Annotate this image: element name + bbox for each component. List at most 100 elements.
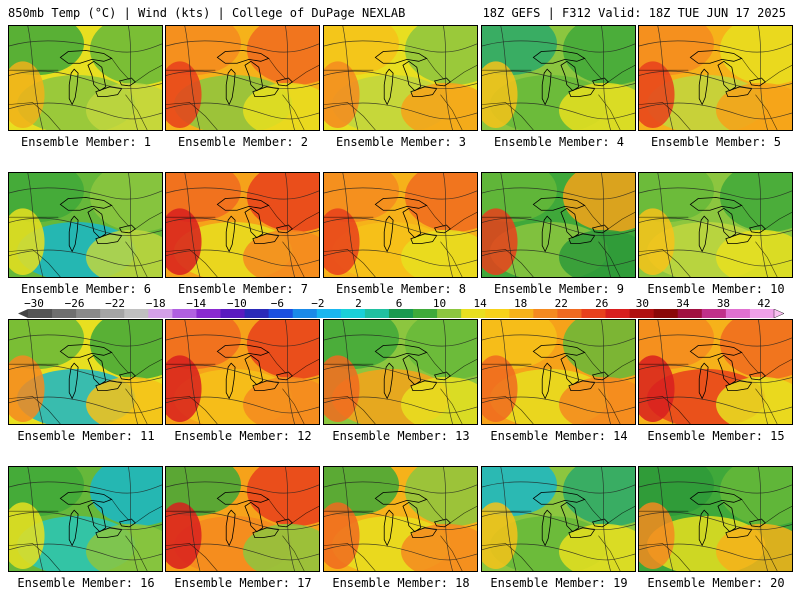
temperature-field-map: [166, 320, 319, 424]
wind-contour: [324, 249, 477, 267]
ensemble-member-label: Ensemble Member: 10: [647, 282, 785, 296]
great-lakes-outline: [275, 518, 293, 528]
wind-contour: [324, 40, 477, 53]
colorbar-swatch: [268, 309, 294, 318]
map-panel-6: [8, 172, 163, 278]
wind-contour: [9, 334, 162, 347]
colorbar-swatch: [413, 309, 438, 318]
colorbar-swatch: [461, 309, 486, 318]
state-borders: [166, 205, 319, 277]
wind-contour: [324, 334, 477, 347]
wind-contour: [128, 173, 139, 277]
wind-contour: [758, 320, 769, 424]
wind-contour: [639, 396, 792, 414]
state-borders: [482, 352, 635, 424]
temperature-field-map: [324, 173, 477, 277]
warm-zone: [324, 61, 360, 129]
map-panel-2: [165, 25, 320, 131]
wind-contour: [639, 364, 792, 384]
warm-zone: [639, 355, 675, 423]
great-lakes-outline: [118, 371, 136, 381]
wind-contour: [639, 70, 792, 90]
temperature-field-map: [482, 467, 635, 571]
wind-contour: [166, 249, 319, 267]
great-lakes-outline: [532, 491, 586, 505]
wind-contour: [657, 173, 674, 277]
state-borders: [9, 499, 162, 571]
great-lakes-outline: [410, 527, 438, 539]
temperature-zone: [404, 26, 477, 85]
wind-contour: [500, 173, 517, 277]
great-lakes-outline: [402, 354, 422, 386]
temperature-zone: [404, 173, 477, 232]
wind-contour: [166, 511, 319, 531]
great-lakes-outline: [402, 60, 422, 92]
great-lakes-outline: [591, 518, 609, 528]
ensemble-member-label: Ensemble Member: 9: [493, 282, 625, 296]
great-lakes-outline: [87, 501, 107, 533]
wind-contour: [9, 217, 162, 237]
ensemble-member-label: Ensemble Member: 6: [20, 282, 152, 296]
warm-zone: [482, 61, 518, 129]
great-lakes-outline: [118, 224, 136, 234]
wind-contour: [639, 217, 792, 237]
ensemble-member-label: Ensemble Member: 20: [647, 576, 785, 590]
colorbar-swatch: [749, 309, 775, 318]
colorbar-tick-label: 34: [676, 297, 690, 310]
wind-contour: [166, 70, 319, 90]
wind-contour: [128, 320, 139, 424]
great-lakes-outline: [59, 344, 113, 358]
map-panel-14: [481, 319, 636, 425]
great-lakes-outline: [374, 50, 428, 64]
wind-contour: [166, 334, 319, 347]
great-lakes-outline: [95, 86, 123, 98]
colorbar-swatch: [172, 309, 197, 318]
temperature-field-map: [166, 467, 319, 571]
wind-contour: [324, 396, 477, 414]
temperature-field-map: [482, 173, 635, 277]
temperature-zone: [246, 467, 319, 526]
wind-contour: [27, 320, 44, 424]
ensemble-member-label: Ensemble Member: 7: [177, 282, 309, 296]
wind-contour: [657, 26, 674, 130]
wind-contour: [324, 70, 477, 90]
wind-contour: [443, 320, 454, 424]
great-lakes-outline: [275, 224, 293, 234]
map-panel-16: [8, 466, 163, 572]
temperature-zone: [404, 320, 477, 379]
great-lakes-outline: [275, 371, 293, 381]
great-lakes-outline: [374, 491, 428, 505]
state-borders: [482, 58, 635, 130]
great-lakes-outline: [118, 77, 136, 87]
wind-contour: [482, 396, 635, 414]
temperature-zone: [404, 467, 477, 526]
wind-contour: [639, 40, 792, 53]
wind-contour: [9, 364, 162, 384]
colorbar-tick-label: −10: [226, 297, 247, 310]
great-lakes-outline: [568, 380, 596, 392]
colorbar: [18, 309, 784, 318]
map-panel-3: [323, 25, 478, 131]
wind-contour: [184, 320, 201, 424]
temperature-zone: [562, 173, 635, 232]
ensemble-member-label: Ensemble Member: 14: [490, 429, 628, 443]
wind-contour: [657, 320, 674, 424]
warm-zone: [9, 502, 45, 570]
great-lakes-outline: [532, 197, 586, 211]
colorbar-tick-label: 38: [716, 297, 731, 310]
wind-contour: [758, 467, 769, 571]
colorbar-tick-label: −22: [105, 297, 126, 310]
state-borders: [324, 352, 477, 424]
colorbar-swatch: [725, 309, 751, 318]
great-lakes-outline: [689, 50, 743, 64]
temperature-zone: [246, 26, 319, 85]
ensemble-member-label: Ensemble Member: 4: [493, 135, 625, 149]
great-lakes-outline: [433, 518, 451, 528]
great-lakes-outline: [402, 207, 422, 239]
colorbar-tick-label: 18: [514, 297, 528, 310]
colorbar-tick-label: −26: [64, 297, 85, 310]
map-panel-12: [165, 319, 320, 425]
ensemble-member-label: Ensemble Member: 17: [174, 576, 312, 590]
state-borders: [9, 205, 162, 277]
wind-contour: [443, 26, 454, 130]
